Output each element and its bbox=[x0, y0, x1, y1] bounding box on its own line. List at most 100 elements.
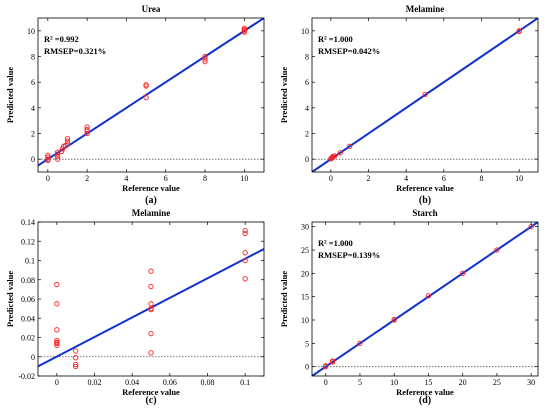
data-point bbox=[494, 247, 500, 253]
x-tick-label: 0 bbox=[329, 174, 333, 183]
plot-panel-2: Melamine 0 2 4 6 8 10 0 2 4 6 8 10 Reference value Pre… bbox=[279, 4, 539, 206]
y-tick-label: 4 bbox=[31, 104, 35, 113]
panel-label: (b) bbox=[419, 195, 431, 206]
plot-frame bbox=[311, 221, 539, 377]
y-tick-label: 0.12 bbox=[21, 237, 35, 246]
x-tick-label: 5 bbox=[358, 378, 362, 387]
y-axis-label: Predicted value bbox=[279, 271, 289, 327]
plot-frame bbox=[311, 17, 539, 173]
x-tick-label: 25 bbox=[493, 378, 501, 387]
y-tick-label: 0.14 bbox=[21, 218, 35, 227]
data-point bbox=[323, 363, 329, 369]
data-point bbox=[242, 228, 248, 234]
plot-area bbox=[312, 18, 538, 172]
rmsep-label: RMSEP=0.042% bbox=[318, 46, 380, 56]
y-tick-label: 6 bbox=[305, 78, 309, 87]
x-tick-label: 8 bbox=[203, 174, 207, 183]
data-point bbox=[242, 230, 248, 237]
y-tick-label: 25 bbox=[301, 246, 309, 255]
data-point bbox=[54, 340, 60, 346]
plot-title: Melamine bbox=[132, 208, 171, 218]
y-tick-label: 0 bbox=[305, 363, 309, 372]
x-tick-label: 0.1 bbox=[240, 378, 250, 387]
x-tick-label: 10 bbox=[390, 378, 398, 387]
data-point bbox=[148, 306, 154, 313]
x-tick-label: 20 bbox=[459, 378, 467, 387]
data-point bbox=[148, 301, 154, 307]
regression-line bbox=[312, 222, 538, 376]
data-point bbox=[55, 151, 61, 157]
x-tick-label: 2 bbox=[367, 174, 371, 183]
y-tick-label: 30 bbox=[301, 223, 309, 232]
data-point bbox=[73, 363, 79, 370]
data-point bbox=[54, 281, 60, 288]
data-point bbox=[148, 268, 154, 274]
data-point bbox=[59, 146, 66, 152]
data-point bbox=[425, 293, 432, 299]
y-tick-label: 0.1 bbox=[25, 257, 35, 266]
x-tick-label: 8 bbox=[480, 174, 484, 183]
y-tick-label: 0.04 bbox=[21, 314, 35, 323]
y-tick-label: 0.06 bbox=[21, 295, 35, 304]
plot-panel-3: Melamine 0 0.02 0.04 0.06 0.08 0.1 -0.02 0 0.02 0.… bbox=[5, 208, 265, 406]
r-squared-label: R² =0.992 bbox=[44, 34, 79, 44]
r-squared-label: R² =1.000 bbox=[318, 238, 353, 248]
y-tick-label: 15 bbox=[301, 293, 309, 302]
x-tick-label: 0 bbox=[55, 378, 59, 387]
y-tick-label: 0.08 bbox=[21, 276, 35, 285]
y-tick-label: -0.02 bbox=[18, 372, 35, 381]
plot-area bbox=[38, 228, 264, 370]
data-point bbox=[422, 91, 428, 98]
data-point bbox=[460, 270, 466, 276]
data-point bbox=[242, 257, 248, 264]
data-point bbox=[58, 148, 65, 155]
data-point bbox=[55, 156, 61, 162]
regression-line bbox=[312, 18, 538, 172]
data-point bbox=[148, 350, 154, 356]
y-tick-label: 0 bbox=[305, 155, 309, 164]
y-tick-label: 0.02 bbox=[21, 334, 35, 343]
x-tick-label: 0.08 bbox=[201, 378, 215, 387]
x-tick-label: 0.04 bbox=[125, 378, 139, 387]
data-point bbox=[54, 327, 60, 333]
x-tick-label: 10 bbox=[515, 174, 523, 183]
plot-panel-1: Urea 0 2 4 6 8 10 0 2 4 6 8 10 Reference value Predict… bbox=[5, 4, 265, 206]
x-tick-label: 0 bbox=[46, 174, 50, 183]
data-point bbox=[84, 130, 90, 137]
y-tick-label: 10 bbox=[301, 316, 309, 325]
y-tick-label: 2 bbox=[31, 130, 35, 139]
x-axis-label: Reference value bbox=[396, 183, 454, 193]
y-tick-label: 4 bbox=[305, 104, 309, 113]
x-tick-label: 6 bbox=[442, 174, 446, 183]
plot-title: Urea bbox=[142, 4, 161, 14]
x-axis-label: Reference value bbox=[396, 387, 454, 397]
y-tick-label: 10 bbox=[27, 27, 35, 36]
data-point bbox=[241, 25, 247, 31]
x-tick-label: 4 bbox=[404, 174, 408, 183]
y-axis-label: Predicted value bbox=[5, 271, 15, 327]
data-point bbox=[337, 150, 343, 156]
data-point bbox=[329, 358, 336, 364]
x-axis-label: Reference value bbox=[122, 183, 180, 193]
y-axis-label: Predicted value bbox=[5, 67, 15, 123]
x-tick-label: 4 bbox=[124, 174, 128, 183]
data-point bbox=[54, 301, 60, 307]
x-tick-label: 0 bbox=[324, 378, 328, 387]
panel-label: (a) bbox=[145, 195, 157, 206]
r-squared-label: R² =1.000 bbox=[318, 34, 353, 44]
y-tick-label: 0 bbox=[31, 155, 35, 164]
x-tick-label: 30 bbox=[527, 378, 535, 387]
data-point bbox=[242, 250, 248, 256]
data-point bbox=[84, 126, 90, 133]
x-tick-label: 0.02 bbox=[88, 378, 102, 387]
data-point bbox=[242, 276, 248, 282]
x-tick-label: 15 bbox=[424, 378, 432, 387]
data-point bbox=[84, 124, 90, 130]
plot-area bbox=[312, 222, 538, 376]
rmsep-label: RMSEP=0.139% bbox=[318, 250, 380, 260]
y-tick-label: 8 bbox=[31, 53, 35, 62]
data-point bbox=[143, 82, 149, 88]
data-point bbox=[64, 135, 71, 142]
data-point bbox=[143, 94, 149, 101]
